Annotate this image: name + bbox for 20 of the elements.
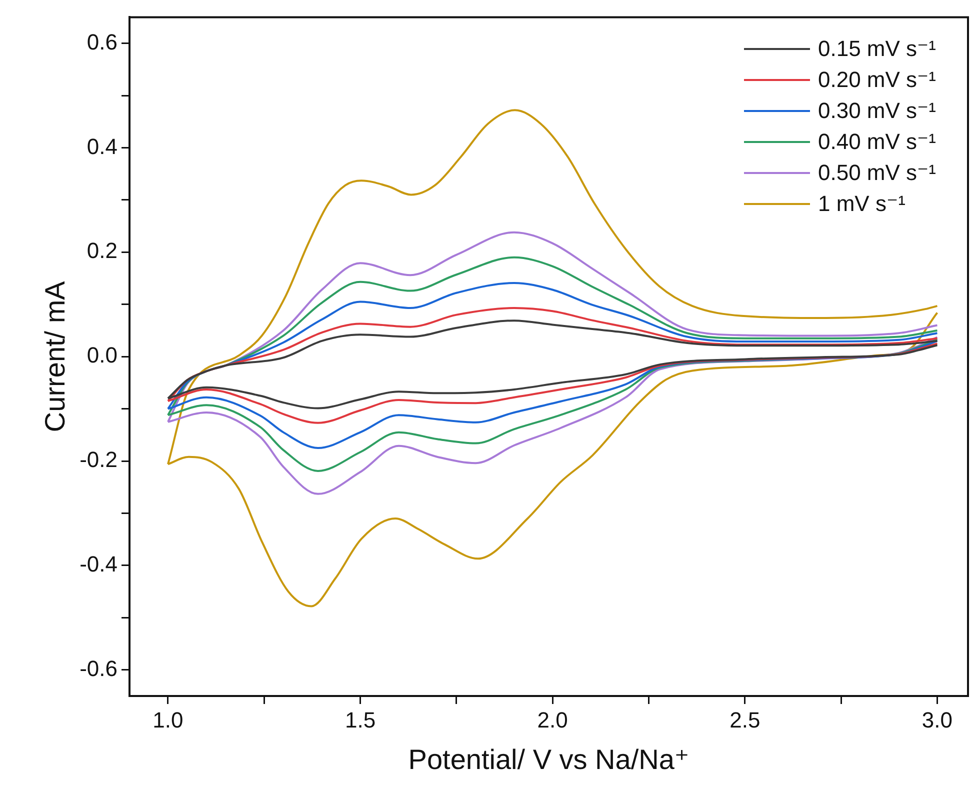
x-tick-label: 1.0 <box>152 707 184 732</box>
x-tick-label: 1.5 <box>344 707 376 732</box>
legend-label: 1 mV s⁻¹ <box>818 190 906 217</box>
legend-label: 0.30 mV s⁻¹ <box>818 98 936 124</box>
y-axis-title: Current/ mA <box>40 280 71 432</box>
x-tick-label: 3.0 <box>922 707 953 732</box>
x-axis-title: Potential/ V vs Na/Na⁺ <box>408 744 690 775</box>
x-tick-label: 2.5 <box>730 707 760 732</box>
y-tick-label: -0.4 <box>80 552 118 577</box>
legend-label: 0.40 mV s⁻¹ <box>818 128 936 155</box>
y-tick-label: 0.6 <box>86 29 118 54</box>
y-tick-label: -0.6 <box>80 656 118 681</box>
x-tick-label: 2.0 <box>537 707 568 732</box>
legend-label: 0.15 mV s⁻¹ <box>818 36 936 62</box>
y-tick-label: 0.0 <box>86 342 118 368</box>
y-tick-label: -0.2 <box>80 447 118 472</box>
y-tick-label: 0.4 <box>86 134 118 159</box>
legend-label: 0.20 mV s⁻¹ <box>818 66 936 93</box>
legend-label: 0.50 mV s⁻¹ <box>818 160 936 186</box>
y-tick-label: 0.2 <box>86 238 118 264</box>
